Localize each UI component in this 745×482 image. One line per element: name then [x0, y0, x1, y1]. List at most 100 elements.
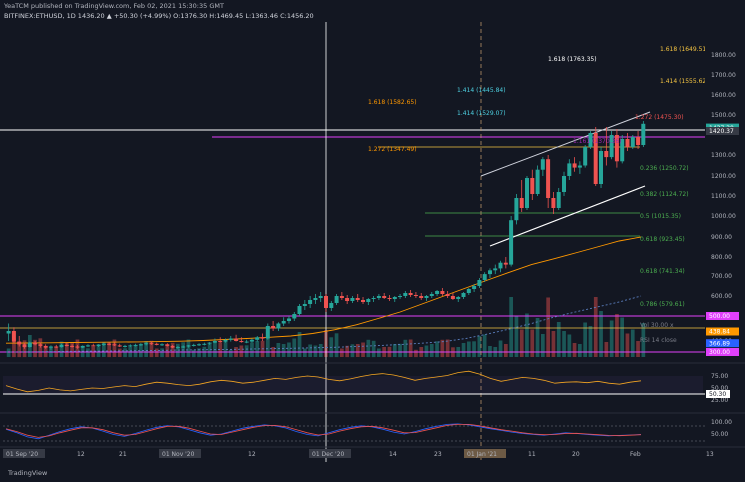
fib-1272-right: 1.272 (1475.30) — [635, 114, 684, 121]
volume-bar — [625, 333, 630, 357]
volume-bar — [334, 333, 339, 358]
time-axis[interactable]: 01 Sep '20 12 21 01 Nov '20 12 01 Dec '20 14 23… — [0, 446, 745, 458]
candle-body — [435, 291, 440, 294]
fib-0786: 0.786 (579.61) — [640, 301, 685, 308]
candles — [6, 121, 646, 350]
candle-body — [91, 345, 96, 347]
volume-bar — [107, 342, 111, 358]
candle-body — [445, 294, 450, 296]
fib-0618: 0.618 (923.45) — [640, 236, 685, 243]
candle-body — [17, 341, 22, 345]
candle-body — [64, 344, 69, 346]
candle-body — [456, 297, 461, 299]
symbol-line: BITFINEX:ETHUSD, 1D 1436.20 ▲ +50.30 (+4… — [4, 12, 314, 20]
candle-body — [249, 339, 254, 342]
time-label: 21 — [119, 451, 127, 458]
candle-body — [11, 331, 16, 342]
fib-1618-mid: 1.618 (1763.35) — [548, 56, 597, 63]
candle-body — [620, 139, 625, 162]
candle-body — [567, 163, 572, 176]
volume-bar — [567, 334, 572, 357]
volume-bar — [514, 316, 519, 357]
candle-body — [255, 337, 260, 340]
volume-bar — [340, 348, 344, 357]
rsi-tick: 50.00 — [711, 385, 728, 392]
volume-bar — [6, 348, 11, 357]
volume-bar — [472, 341, 476, 358]
volume-bar — [541, 334, 545, 357]
candle-body — [334, 296, 339, 303]
candle-body — [577, 165, 582, 168]
volume-bar — [244, 345, 249, 358]
candle-body — [498, 262, 503, 269]
fib-0618b: 0.618 (741.34) — [640, 268, 685, 275]
volume-bar — [599, 311, 603, 357]
price-tick: 600.00 — [711, 293, 732, 300]
publish-line: YeaTCM published on TradingView.com, Feb… — [4, 2, 224, 10]
price-tag-bg — [706, 348, 739, 356]
volume-bar — [366, 339, 371, 358]
candle-body — [398, 296, 402, 297]
price-axis-bg — [705, 22, 745, 462]
price-axis[interactable]: 1800.00 1700.00 1600.00 1500.00 1300.00 1200.… — [705, 22, 745, 462]
ma-line-1 — [5, 295, 642, 353]
candle-body — [186, 345, 191, 347]
candle-body — [138, 344, 143, 346]
volume-bar — [12, 338, 16, 358]
volume-bar — [266, 338, 270, 357]
price-tag: 366.89 — [709, 340, 730, 347]
candle-body — [408, 293, 413, 295]
candle-body — [382, 296, 387, 298]
candle-body — [302, 304, 307, 306]
time-label-bg — [464, 449, 506, 458]
candle-body — [429, 294, 434, 296]
volume-bar — [641, 323, 646, 357]
candle-body — [260, 337, 265, 339]
price-tick: 800.00 — [711, 254, 732, 261]
candle-body — [318, 296, 323, 298]
volume-bar — [255, 341, 260, 357]
volume-bar — [445, 339, 450, 357]
volume-bar — [593, 297, 598, 357]
price-tag: 1420.37 — [709, 128, 734, 135]
candle-body — [6, 331, 11, 334]
rsi-tag: 50.30 — [709, 391, 726, 398]
volume-bar — [525, 313, 529, 357]
candle-body — [265, 326, 270, 339]
price-tick: 1100.00 — [711, 193, 736, 200]
price-tag: 300.00 — [709, 349, 730, 356]
candle-body — [503, 262, 508, 265]
volume-bar — [467, 341, 471, 357]
candle-body — [562, 176, 566, 192]
candle-body — [75, 346, 80, 348]
volume-bar — [250, 342, 254, 357]
volume-bar — [170, 342, 175, 358]
fib-1618-right: 1.618 (1649.51) — [660, 46, 709, 53]
candle-body — [271, 326, 276, 329]
candle-body — [392, 297, 397, 299]
rsi-line — [5, 370, 642, 393]
volume-bar — [308, 344, 312, 357]
candle-body — [551, 198, 556, 208]
candle-body — [593, 133, 598, 184]
candle-body — [59, 344, 64, 348]
volume-bar — [191, 349, 196, 358]
channel-upper — [480, 111, 651, 177]
price-tick: 900.00 — [711, 234, 732, 241]
candle-body — [461, 293, 466, 297]
volume-bar — [440, 339, 445, 358]
stoch-pane: 100.00 50.00 — [0, 412, 745, 442]
candle-body — [154, 343, 159, 345]
candle-body — [599, 151, 603, 184]
volume-bar — [287, 342, 291, 357]
volume-bar — [276, 343, 281, 357]
volume-bar — [133, 345, 138, 358]
candle-body — [86, 345, 90, 347]
candle-body — [297, 306, 302, 314]
fib-1414-right: 1.414 (1555.62) — [660, 78, 709, 85]
volume-bar — [318, 344, 323, 357]
volume-bar — [377, 348, 381, 357]
volume-bar — [102, 342, 106, 357]
